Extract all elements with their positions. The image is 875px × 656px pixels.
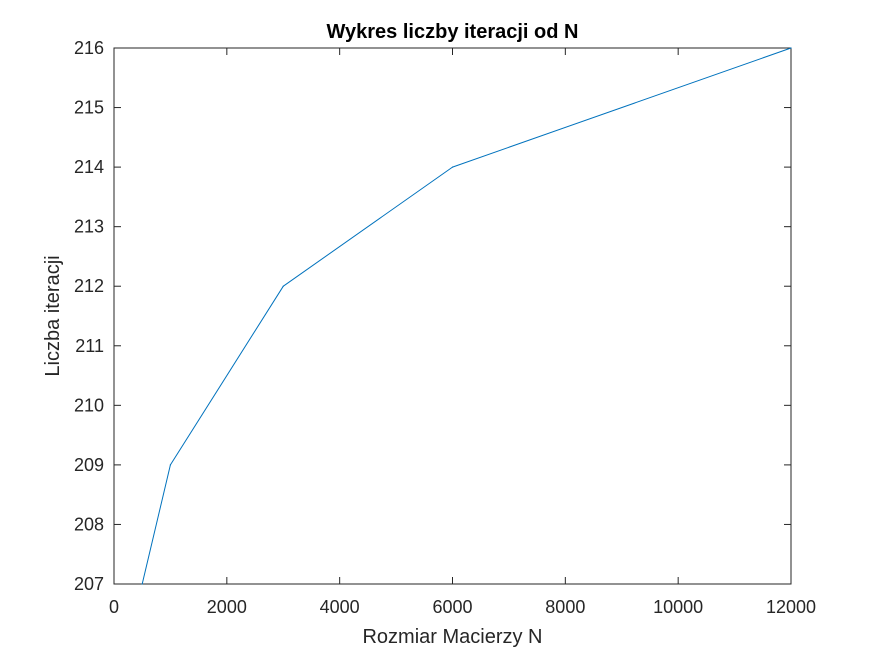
y-axis-ticks: 207 208 209 210 211 212 213 214 215 216 [74, 38, 791, 594]
x-tick-label: 4000 [320, 597, 360, 617]
y-tick-label: 216 [74, 38, 104, 58]
data-point [451, 166, 454, 168]
y-tick-label: 210 [74, 395, 104, 415]
chart-title: Wykres liczby iteracji od N [327, 21, 579, 43]
y-tick-label: 211 [75, 336, 104, 356]
y-axis-label: Liczba iteracji [42, 255, 64, 376]
y-tick-label: 214 [74, 157, 104, 177]
y-tick-label: 212 [74, 276, 104, 296]
y-tick-label: 207 [74, 574, 104, 594]
y-tick-label: 209 [74, 455, 104, 475]
x-axis-ticks: 0 2000 4000 6000 8000 10000 12000 [109, 48, 816, 617]
data-point [790, 47, 792, 49]
plot-area [113, 47, 792, 585]
x-tick-label: 0 [109, 597, 119, 617]
x-tick-label: 12000 [766, 597, 816, 617]
x-tick-label: 8000 [545, 597, 585, 617]
x-axis-label: Rozmiar Macierzy N [362, 626, 542, 648]
series-layer [141, 47, 792, 585]
x-tick-label: 2000 [207, 597, 247, 617]
data-point [141, 583, 143, 585]
y-tick-label: 215 [74, 98, 104, 118]
y-tick-label: 213 [74, 217, 104, 237]
x-tick-label: 6000 [432, 597, 472, 617]
data-point [282, 285, 284, 287]
data-point [169, 464, 172, 466]
x-tick-label: 10000 [653, 597, 703, 617]
y-tick-label: 208 [74, 514, 104, 534]
